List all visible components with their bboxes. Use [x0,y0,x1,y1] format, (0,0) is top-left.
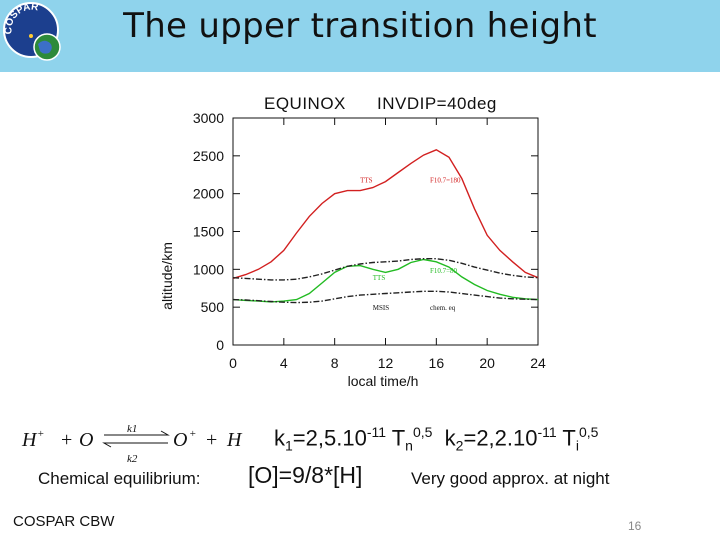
y-tick-label: 2500 [193,148,224,164]
y-tick-label: 1500 [193,224,224,240]
y-tick-label: 1000 [193,261,224,277]
ti-exponent: 0,5 [578,424,599,440]
reaction-o-charge: + [189,428,196,440]
altitude-chart: EQUINOX INVDIP=40deg altitude/km local t… [160,90,550,390]
chart-annotation: TTS [360,176,373,184]
reaction-h-product: H [226,429,243,451]
x-tick-label: 20 [479,355,495,371]
chart-annotation: TTS [373,274,386,282]
equilibrium-label: Chemical equilibrium: [38,469,201,488]
y-tick-label: 500 [201,299,225,315]
k1-exponent: -11 [366,424,387,440]
k2-name: k [444,425,456,451]
y-tick-label: 3000 [193,110,224,126]
chart-header-left: EQUINOX [264,94,346,113]
equilibrium-note: Very good approx. at night [411,469,610,488]
rate-coefficients: k1=2,5.10-11 Tn0,5 k2=2,2.10-11 Ti0,5 [274,424,598,454]
reaction-plus-2: + [206,429,217,451]
slide-title: The upper transition height [123,6,597,46]
series-line-2 [232,258,539,303]
reaction-equation: H + + O k1 k2 O + + H [21,423,243,465]
x-tick-label: 16 [429,355,445,371]
footer-text: COSPAR CBW [13,513,115,530]
k1-subscript: 1 [285,437,293,454]
series-line-4 [232,290,539,304]
reaction-o-plus: O [173,429,187,451]
x-tick-label: 8 [331,355,339,371]
y-tick-label: 0 [216,337,224,353]
x-tick-label: 12 [378,355,394,371]
chart-annotation: chem. eq [430,304,456,312]
chart-svg: EQUINOX INVDIP=40deg altitude/km local t… [160,94,546,389]
x-axis-label: local time/h [348,373,419,389]
reaction-o: O [79,429,93,451]
k2-subscript: 2 [455,437,464,454]
chart-annotation: MSIS [373,304,389,312]
x-tick-label: 0 [229,355,237,371]
reaction-h: H [21,429,38,451]
reaction-h-charge: + [37,428,44,440]
page-number: 16 [628,519,642,533]
y-axis-label: altitude/km [160,242,175,310]
x-tick-label: 24 [530,355,546,371]
chart-annotation: F10.7=180 [430,176,461,184]
k2-value: =2,2.10 [463,425,538,451]
tn-exponent: 0,5 [412,424,433,440]
ti-subscript: i [575,437,579,454]
cospar-logo: COSPAR [0,0,72,72]
chart-header-right: INVDIP=40deg [377,94,497,113]
k2-exponent: -11 [537,424,557,440]
rate-label-k2: k2 [127,453,138,465]
tn-symbol: T [386,425,406,451]
x-tick-label: 4 [280,355,288,371]
rate-label-k1: k1 [127,423,137,435]
equilibrium-formula: [O]=9/8*[H] [248,462,363,488]
title-bar [0,0,720,72]
reaction-plus-1: + [61,429,72,451]
chart-annotation: F10.7=80 [430,267,458,275]
series-line-1 [232,149,539,280]
tn-subscript: n [405,437,413,454]
k1-name: k [274,425,285,451]
equilibrium-arrows-icon [102,430,170,448]
ti-symbol: T [556,425,576,451]
k1-value: =2,5.10 [292,425,367,451]
series-line-3 [232,257,539,281]
y-tick-label: 2000 [193,186,224,202]
